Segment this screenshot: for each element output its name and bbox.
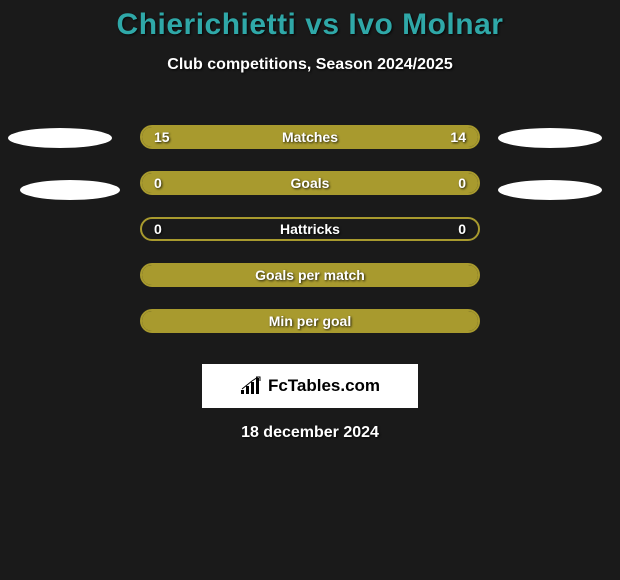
site-logo: FcTables.com (202, 364, 418, 408)
stats-area: 15Matches14 0Goals0 0Hattricks0 Goals per m… (0, 114, 620, 344)
subtitle: Club competitions, Season 2024/2025 (0, 56, 620, 74)
stat-fill-left (142, 127, 317, 147)
stat-bar: 0Goals0 (140, 171, 480, 195)
stat-fill-right (317, 127, 478, 147)
page-title: Chierichietti vs Ivo Molnar (0, 8, 620, 42)
stat-row: Min per goal (0, 298, 620, 344)
date-line: 18 december 2024 (0, 424, 620, 442)
stat-fill-left (142, 311, 478, 331)
stat-fill-left (142, 265, 478, 285)
stat-row: 0Goals0 (0, 160, 620, 206)
stat-row: Goals per match (0, 252, 620, 298)
stat-bar: Min per goal (140, 309, 480, 333)
bar-chart-icon (240, 376, 264, 396)
stat-fill-gap (142, 219, 478, 239)
stat-bar: 0Hattricks0 (140, 217, 480, 241)
stat-fill-left (142, 173, 310, 193)
comparison-card: Chierichietti vs Ivo Molnar Club competi… (0, 0, 620, 442)
stat-bar: Goals per match (140, 263, 480, 287)
logo-text: FcTables.com (268, 376, 380, 396)
stat-row: 0Hattricks0 (0, 206, 620, 252)
stat-bar: 15Matches14 (140, 125, 480, 149)
stat-fill-right (310, 173, 478, 193)
stat-row: 15Matches14 (0, 114, 620, 160)
